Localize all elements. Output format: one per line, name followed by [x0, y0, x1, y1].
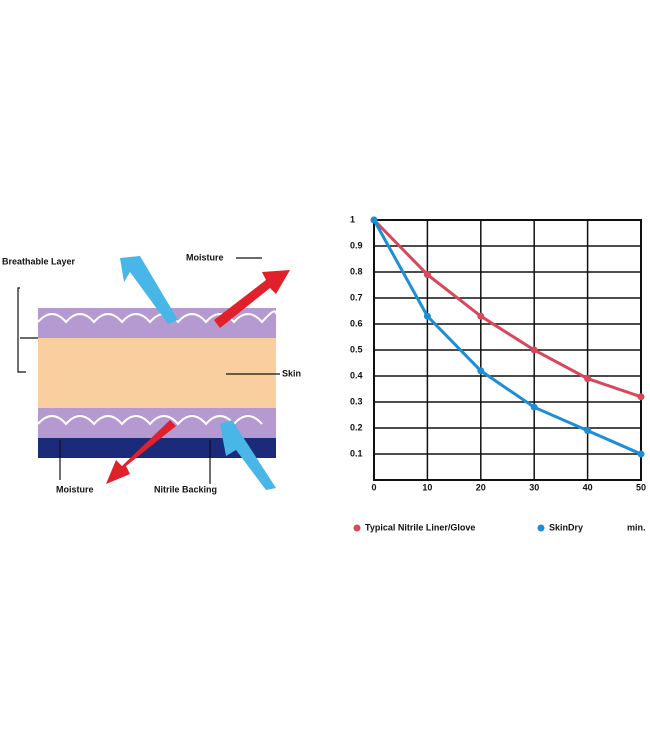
layer-label: Breathable Layer — [2, 256, 76, 266]
moisture-label: Moisture — [186, 252, 224, 262]
x-tick-label: 0 — [371, 482, 376, 492]
point — [423, 312, 431, 320]
series-line — [372, 218, 642, 399]
point — [530, 346, 538, 354]
legend-marker — [537, 524, 545, 532]
skin-layer — [38, 338, 276, 408]
point — [530, 403, 538, 411]
legend-label: Typical Nitrile Liner/Glove — [365, 522, 475, 532]
arrow — [106, 420, 176, 484]
y-tick-label: 0.1 — [350, 448, 363, 458]
y-tick-label: 0.4 — [350, 370, 363, 380]
point — [423, 271, 431, 279]
x-tick-label: 40 — [583, 482, 593, 492]
moisture-label: Moisture — [56, 484, 94, 494]
y-tick-label: 0.9 — [350, 240, 363, 250]
backing-label: Nitrile Backing — [154, 484, 217, 494]
x-tick-label: 10 — [422, 482, 432, 492]
point — [584, 375, 592, 383]
x-axis-label: min. — [627, 522, 646, 532]
point — [637, 393, 645, 401]
y-tick-label: 1 — [350, 214, 355, 224]
arrow — [220, 420, 276, 490]
leader — [59, 257, 280, 484]
point — [477, 367, 485, 375]
top-layer — [38, 308, 276, 338]
point — [477, 312, 485, 320]
x-tick-label: 20 — [476, 482, 486, 492]
chart: 0.10.20.30.40.50.60.70.80.910 10 20 30 40 50m… — [350, 214, 646, 532]
wave — [37, 415, 263, 426]
y-tick-label: 0.7 — [350, 292, 363, 302]
point — [637, 450, 645, 458]
diagram: Breathable Layer Moisture Skin Moisture … — [2, 252, 301, 494]
y-tick-label: 0.3 — [350, 396, 363, 406]
point — [584, 427, 592, 435]
x-tick-label: 50 — [636, 482, 646, 492]
x-tick-label: 30 — [529, 482, 539, 492]
y-tick-label: 0.6 — [350, 318, 363, 328]
y-tick-label: 0.5 — [350, 344, 363, 354]
backing-layer — [38, 438, 276, 458]
y-tick-label: 0.2 — [350, 422, 363, 432]
legend-marker — [353, 524, 361, 532]
arrow — [214, 270, 290, 328]
arrow — [120, 256, 178, 324]
series-line — [372, 219, 642, 456]
leader — [17, 287, 38, 373]
point — [370, 216, 378, 224]
legend-label: SkinDry — [549, 522, 583, 532]
skin-label: Skin — [282, 368, 301, 378]
y-tick-label: 0.8 — [350, 266, 363, 276]
